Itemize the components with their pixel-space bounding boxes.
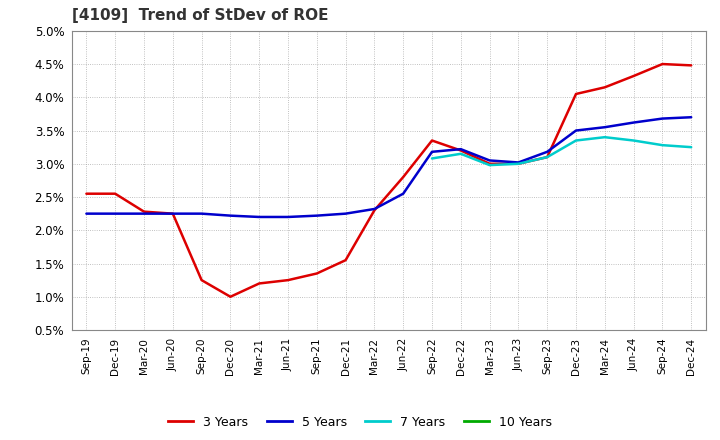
Text: [4109]  Trend of StDev of ROE: [4109] Trend of StDev of ROE: [72, 7, 328, 23]
Legend: 3 Years, 5 Years, 7 Years, 10 Years: 3 Years, 5 Years, 7 Years, 10 Years: [163, 411, 557, 434]
